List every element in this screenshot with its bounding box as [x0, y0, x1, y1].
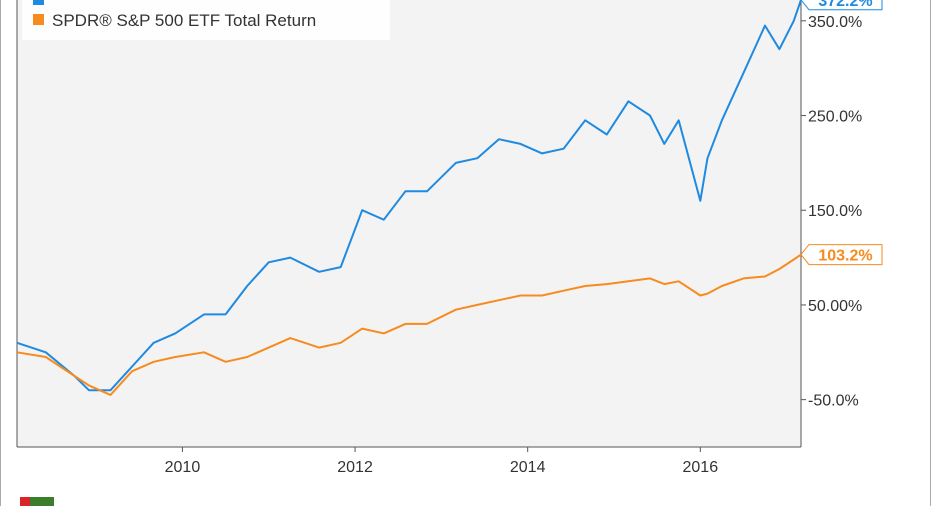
logo-mark — [20, 497, 54, 506]
series-1-line — [16, 0, 802, 392]
y-axis: 350.0% 250.0% 150.0% 50.00% -50.0% — [801, 14, 862, 410]
end-label-series-2: 103.2% — [800, 244, 883, 266]
legend-swatch-series-1 — [33, 0, 44, 5]
y-tick-label: 250.0% — [808, 109, 862, 126]
end-label-value: 372.2% — [818, 0, 872, 10]
x-tick-label: 2014 — [510, 459, 546, 476]
legend-label-series-2: SPDR® S&P 500 ETF Total Return — [52, 11, 316, 30]
end-label-box — [800, 244, 883, 266]
x-axis: 2010 2012 2014 2016 — [165, 447, 719, 476]
end-label-value: 103.2% — [818, 248, 872, 265]
legend-swatch-series-2 — [33, 14, 44, 25]
x-tick-label: 2016 — [683, 459, 719, 476]
end-labels: 372.2% 103.2% — [800, 0, 883, 266]
y-tick-label: 150.0% — [808, 203, 862, 220]
end-label-series-1: 372.2% — [800, 0, 883, 11]
series-layer — [16, 0, 802, 396]
x-tick-label: 2012 — [337, 459, 373, 476]
x-tick-label: 2010 — [165, 459, 201, 476]
chart-logo — [20, 497, 54, 506]
legend: SPDR® S&P 500 ETF Total Return — [22, 0, 390, 40]
y-tick-label: 50.00% — [808, 298, 862, 315]
y-tick-label: 350.0% — [808, 14, 862, 31]
end-label-box — [800, 0, 883, 11]
logo-mark-accent — [20, 497, 30, 506]
plot-area — [17, 0, 801, 447]
legend-background — [22, 0, 390, 40]
series-2-line — [16, 253, 802, 396]
y-tick-label: -50.0% — [808, 393, 859, 410]
